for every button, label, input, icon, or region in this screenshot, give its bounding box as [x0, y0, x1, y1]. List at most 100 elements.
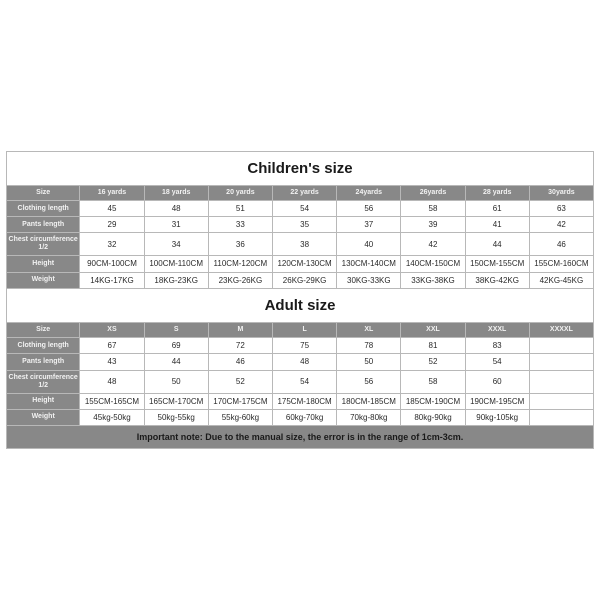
cell: 180CM-185CM — [337, 393, 401, 409]
cell: 52 — [208, 370, 272, 393]
cell: 58 — [401, 200, 465, 216]
adult-header-cell: XL — [337, 323, 401, 338]
cell: 70kg-80kg — [337, 409, 401, 425]
row-label: Weight — [7, 272, 80, 288]
children-header-cell: 16 yards — [80, 185, 144, 200]
cell — [529, 354, 593, 370]
cell: 60kg-70kg — [272, 409, 336, 425]
cell: 23KG-26KG — [208, 272, 272, 288]
cell: 100CM-110CM — [144, 256, 208, 272]
cell: 29 — [80, 217, 144, 233]
cell: 33KG-38KG — [401, 272, 465, 288]
table-row: Height 90CM-100CM 100CM-110CM 110CM-120C… — [7, 256, 594, 272]
cell: 44 — [144, 354, 208, 370]
cell: 48 — [272, 354, 336, 370]
cell: 67 — [80, 338, 144, 354]
children-title-row: Children's size — [7, 151, 594, 185]
cell: 90kg-105kg — [465, 409, 529, 425]
important-note: Important note: Due to the manual size, … — [7, 425, 594, 448]
row-label: Pants length — [7, 217, 80, 233]
cell: 32 — [80, 233, 144, 256]
cell: 46 — [208, 354, 272, 370]
cell: 50 — [337, 354, 401, 370]
cell: 110CM-120CM — [208, 256, 272, 272]
table-row: Chest circumference 1/2 32 34 36 38 40 4… — [7, 233, 594, 256]
cell: 78 — [337, 338, 401, 354]
cell: 46 — [529, 233, 593, 256]
cell: 56 — [337, 200, 401, 216]
cell: 40 — [337, 233, 401, 256]
children-header-cell: 26yards — [401, 185, 465, 200]
cell: 60 — [465, 370, 529, 393]
table-row: Clothing length 67 69 72 75 78 81 83 — [7, 338, 594, 354]
cell: 43 — [80, 354, 144, 370]
children-header-cell: 22 yards — [272, 185, 336, 200]
row-label: Chest circumference 1/2 — [7, 233, 80, 256]
cell: 54 — [272, 370, 336, 393]
cell: 35 — [272, 217, 336, 233]
cell: 37 — [337, 217, 401, 233]
adult-header-cell: Size — [7, 323, 80, 338]
children-header-cell: 20 yards — [208, 185, 272, 200]
children-header-cell: 30yards — [529, 185, 593, 200]
row-label: Chest circumference 1/2 — [7, 370, 80, 393]
cell: 51 — [208, 200, 272, 216]
row-label: Weight — [7, 409, 80, 425]
cell: 14KG-17KG — [80, 272, 144, 288]
children-header-cell: 28 yards — [465, 185, 529, 200]
row-label: Pants length — [7, 354, 80, 370]
cell — [529, 338, 593, 354]
cell: 36 — [208, 233, 272, 256]
cell: 44 — [465, 233, 529, 256]
cell: 42 — [401, 233, 465, 256]
cell: 39 — [401, 217, 465, 233]
cell: 155CM-160CM — [529, 256, 593, 272]
adult-title: Adult size — [7, 288, 594, 322]
cell: 170CM-175CM — [208, 393, 272, 409]
cell: 42KG-45KG — [529, 272, 593, 288]
cell: 190CM-195CM — [465, 393, 529, 409]
adult-title-row: Adult size — [7, 288, 594, 322]
cell: 90CM-100CM — [80, 256, 144, 272]
row-label: Height — [7, 393, 80, 409]
cell: 45kg-50kg — [80, 409, 144, 425]
cell: 56 — [337, 370, 401, 393]
cell: 54 — [465, 354, 529, 370]
cell: 48 — [144, 200, 208, 216]
adult-header-cell: L — [272, 323, 336, 338]
row-label: Clothing length — [7, 200, 80, 216]
cell: 33 — [208, 217, 272, 233]
cell: 150CM-155CM — [465, 256, 529, 272]
cell: 26KG-29KG — [272, 272, 336, 288]
children-title: Children's size — [7, 151, 594, 185]
cell: 155CM-165CM — [80, 393, 144, 409]
cell: 81 — [401, 338, 465, 354]
table-row: Weight 14KG-17KG 18KG-23KG 23KG-26KG 26K… — [7, 272, 594, 288]
cell: 30KG-33KG — [337, 272, 401, 288]
cell — [529, 409, 593, 425]
cell: 48 — [80, 370, 144, 393]
adult-header-row: Size XS S M L XL XXL XXXL XXXXL — [7, 323, 594, 338]
cell: 185CM-190CM — [401, 393, 465, 409]
cell: 38KG-42KG — [465, 272, 529, 288]
adult-header-cell: XXXL — [465, 323, 529, 338]
children-header-cell: Size — [7, 185, 80, 200]
row-label: Height — [7, 256, 80, 272]
cell: 83 — [465, 338, 529, 354]
cell: 54 — [272, 200, 336, 216]
cell: 63 — [529, 200, 593, 216]
cell — [529, 393, 593, 409]
adult-header-cell: XXL — [401, 323, 465, 338]
adult-header-cell: M — [208, 323, 272, 338]
cell: 41 — [465, 217, 529, 233]
cell: 58 — [401, 370, 465, 393]
children-header-row: Size 16 yards 18 yards 20 yards 22 yards… — [7, 185, 594, 200]
cell: 50 — [144, 370, 208, 393]
adult-header-cell: S — [144, 323, 208, 338]
table-row: Pants length 43 44 46 48 50 52 54 — [7, 354, 594, 370]
adult-header-cell: XS — [80, 323, 144, 338]
cell: 55kg-60kg — [208, 409, 272, 425]
cell: 69 — [144, 338, 208, 354]
cell: 72 — [208, 338, 272, 354]
cell: 52 — [401, 354, 465, 370]
